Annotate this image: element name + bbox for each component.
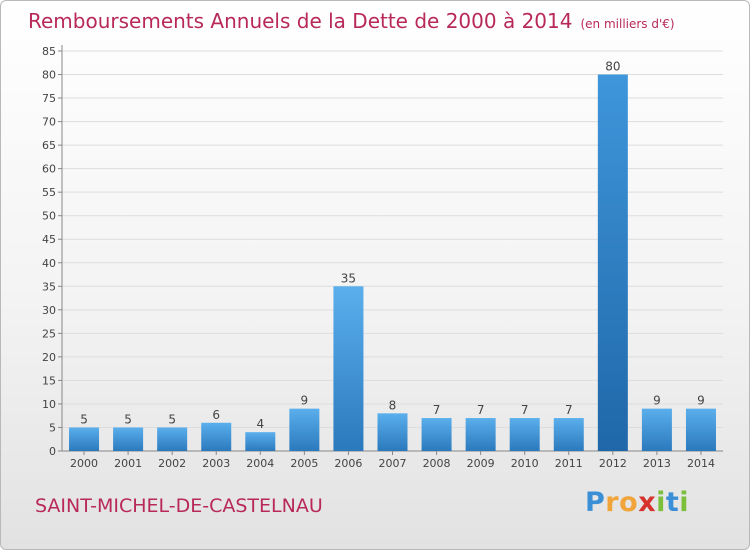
x-tick-label-2005: 2005 (290, 457, 318, 470)
value-label-2010: 7 (521, 403, 529, 417)
x-tick-label-2000: 2000 (70, 457, 98, 470)
bar-2010 (509, 418, 540, 451)
y-tick-label: 30 (42, 304, 56, 317)
chart-title: Remboursements Annuels de la Dette de 20… (28, 9, 675, 33)
x-tick-label-2007: 2007 (379, 457, 407, 470)
x-tick-label-2004: 2004 (246, 457, 274, 470)
value-label-2004: 4 (256, 417, 264, 431)
value-label-2006: 35 (341, 271, 356, 285)
y-tick-label: 25 (42, 327, 56, 340)
x-tick-label-2010: 2010 (511, 457, 539, 470)
x-tick-label-2014: 2014 (687, 457, 715, 470)
logo-letter: i (656, 487, 666, 518)
value-label-2005: 9 (301, 394, 309, 408)
value-label-2003: 6 (212, 408, 220, 422)
x-tick-label-2009: 2009 (467, 457, 495, 470)
y-tick-label: 60 (42, 163, 56, 176)
chart-unit: (en milliers d'€) (580, 17, 675, 31)
logo-letter: r (605, 487, 620, 518)
value-label-2000: 5 (80, 412, 88, 426)
bar-2000 (69, 427, 100, 451)
value-label-2012: 80 (605, 60, 620, 74)
bar-2003 (201, 422, 232, 451)
value-label-2011: 7 (565, 403, 573, 417)
value-label-2013: 9 (653, 394, 661, 408)
x-tick-label-2001: 2001 (114, 457, 142, 470)
x-tick-label-2003: 2003 (202, 457, 230, 470)
bar-2004 (245, 432, 276, 451)
x-tick-label-2002: 2002 (158, 457, 186, 470)
y-tick-label: 65 (42, 139, 56, 152)
bar-2002 (157, 427, 188, 451)
bar-2009 (465, 418, 496, 451)
proxiti-logo: Proxiti (585, 487, 689, 518)
value-label-2014: 9 (697, 394, 705, 408)
bar-2012 (597, 74, 628, 451)
value-label-2007: 8 (389, 398, 397, 412)
x-tick-label-2012: 2012 (599, 457, 627, 470)
value-label-2009: 7 (477, 403, 485, 417)
x-tick-label-2011: 2011 (555, 457, 583, 470)
y-tick-label: 0 (49, 445, 56, 458)
bar-2014 (685, 408, 716, 451)
y-tick-label: 85 (42, 45, 56, 58)
y-tick-label: 75 (42, 92, 56, 105)
bar-2005 (289, 408, 320, 451)
y-tick-label: 10 (42, 398, 56, 411)
bar-2008 (421, 418, 452, 451)
chart-title-text: Remboursements Annuels de la Dette de 20… (28, 9, 573, 33)
bar-2001 (113, 427, 144, 451)
value-label-2002: 5 (168, 412, 176, 426)
x-tick-label-2013: 2013 (643, 457, 671, 470)
y-tick-label: 70 (42, 116, 56, 129)
logo-letter: i (679, 487, 690, 518)
commune-name: SAINT-MICHEL-DE-CASTELNAU (35, 495, 323, 517)
y-tick-label: 35 (42, 280, 56, 293)
bar-2011 (553, 418, 584, 451)
y-tick-label: 55 (42, 186, 56, 199)
y-tick-label: 40 (42, 257, 56, 270)
y-tick-label: 20 (42, 351, 56, 364)
y-tick-label: 15 (42, 374, 56, 387)
bar-2006 (333, 286, 364, 451)
y-tick-label: 80 (42, 69, 56, 82)
x-tick-label-2006: 2006 (334, 457, 362, 470)
bar-2007 (377, 413, 408, 451)
value-label-2001: 5 (124, 412, 132, 426)
logo-letter: t (665, 487, 680, 518)
y-tick-label: 50 (42, 210, 56, 223)
logo-letter: x (638, 487, 657, 518)
value-label-2008: 7 (433, 403, 441, 417)
logo-letter: o (619, 487, 639, 518)
x-tick-label-2008: 2008 (423, 457, 451, 470)
bar-2013 (641, 408, 672, 451)
logo-letter: P (585, 487, 606, 518)
y-tick-label: 5 (49, 421, 56, 434)
y-tick-label: 45 (42, 233, 56, 246)
